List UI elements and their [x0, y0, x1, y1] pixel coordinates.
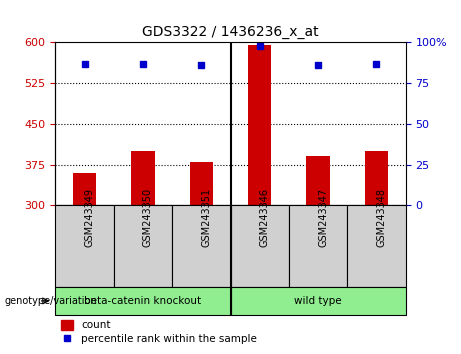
Bar [189, 162, 213, 205]
Bar [289, 205, 347, 287]
Text: wild type: wild type [294, 296, 342, 306]
Bar [55, 205, 114, 287]
Text: GSM243348: GSM243348 [377, 188, 386, 247]
Bar [73, 173, 96, 205]
Text: GSM243351: GSM243351 [201, 188, 211, 247]
Text: GSM243346: GSM243346 [260, 188, 270, 247]
Bar [248, 45, 272, 205]
Bar [307, 156, 330, 205]
Bar [365, 151, 388, 205]
Bar [172, 205, 230, 287]
Bar [131, 151, 154, 205]
Bar [230, 205, 289, 287]
Text: GSM243350: GSM243350 [143, 188, 153, 247]
Text: GSM243347: GSM243347 [318, 188, 328, 247]
Bar [347, 205, 406, 287]
Text: GSM243349: GSM243349 [84, 188, 95, 247]
Bar [230, 287, 406, 315]
Text: beta-catenin knockout: beta-catenin knockout [84, 296, 201, 306]
Bar [55, 287, 230, 315]
Title: GDS3322 / 1436236_x_at: GDS3322 / 1436236_x_at [142, 25, 319, 39]
Text: genotype/variation: genotype/variation [5, 296, 97, 306]
Legend: count, percentile rank within the sample: count, percentile rank within the sample [60, 320, 257, 344]
Bar [114, 205, 172, 287]
